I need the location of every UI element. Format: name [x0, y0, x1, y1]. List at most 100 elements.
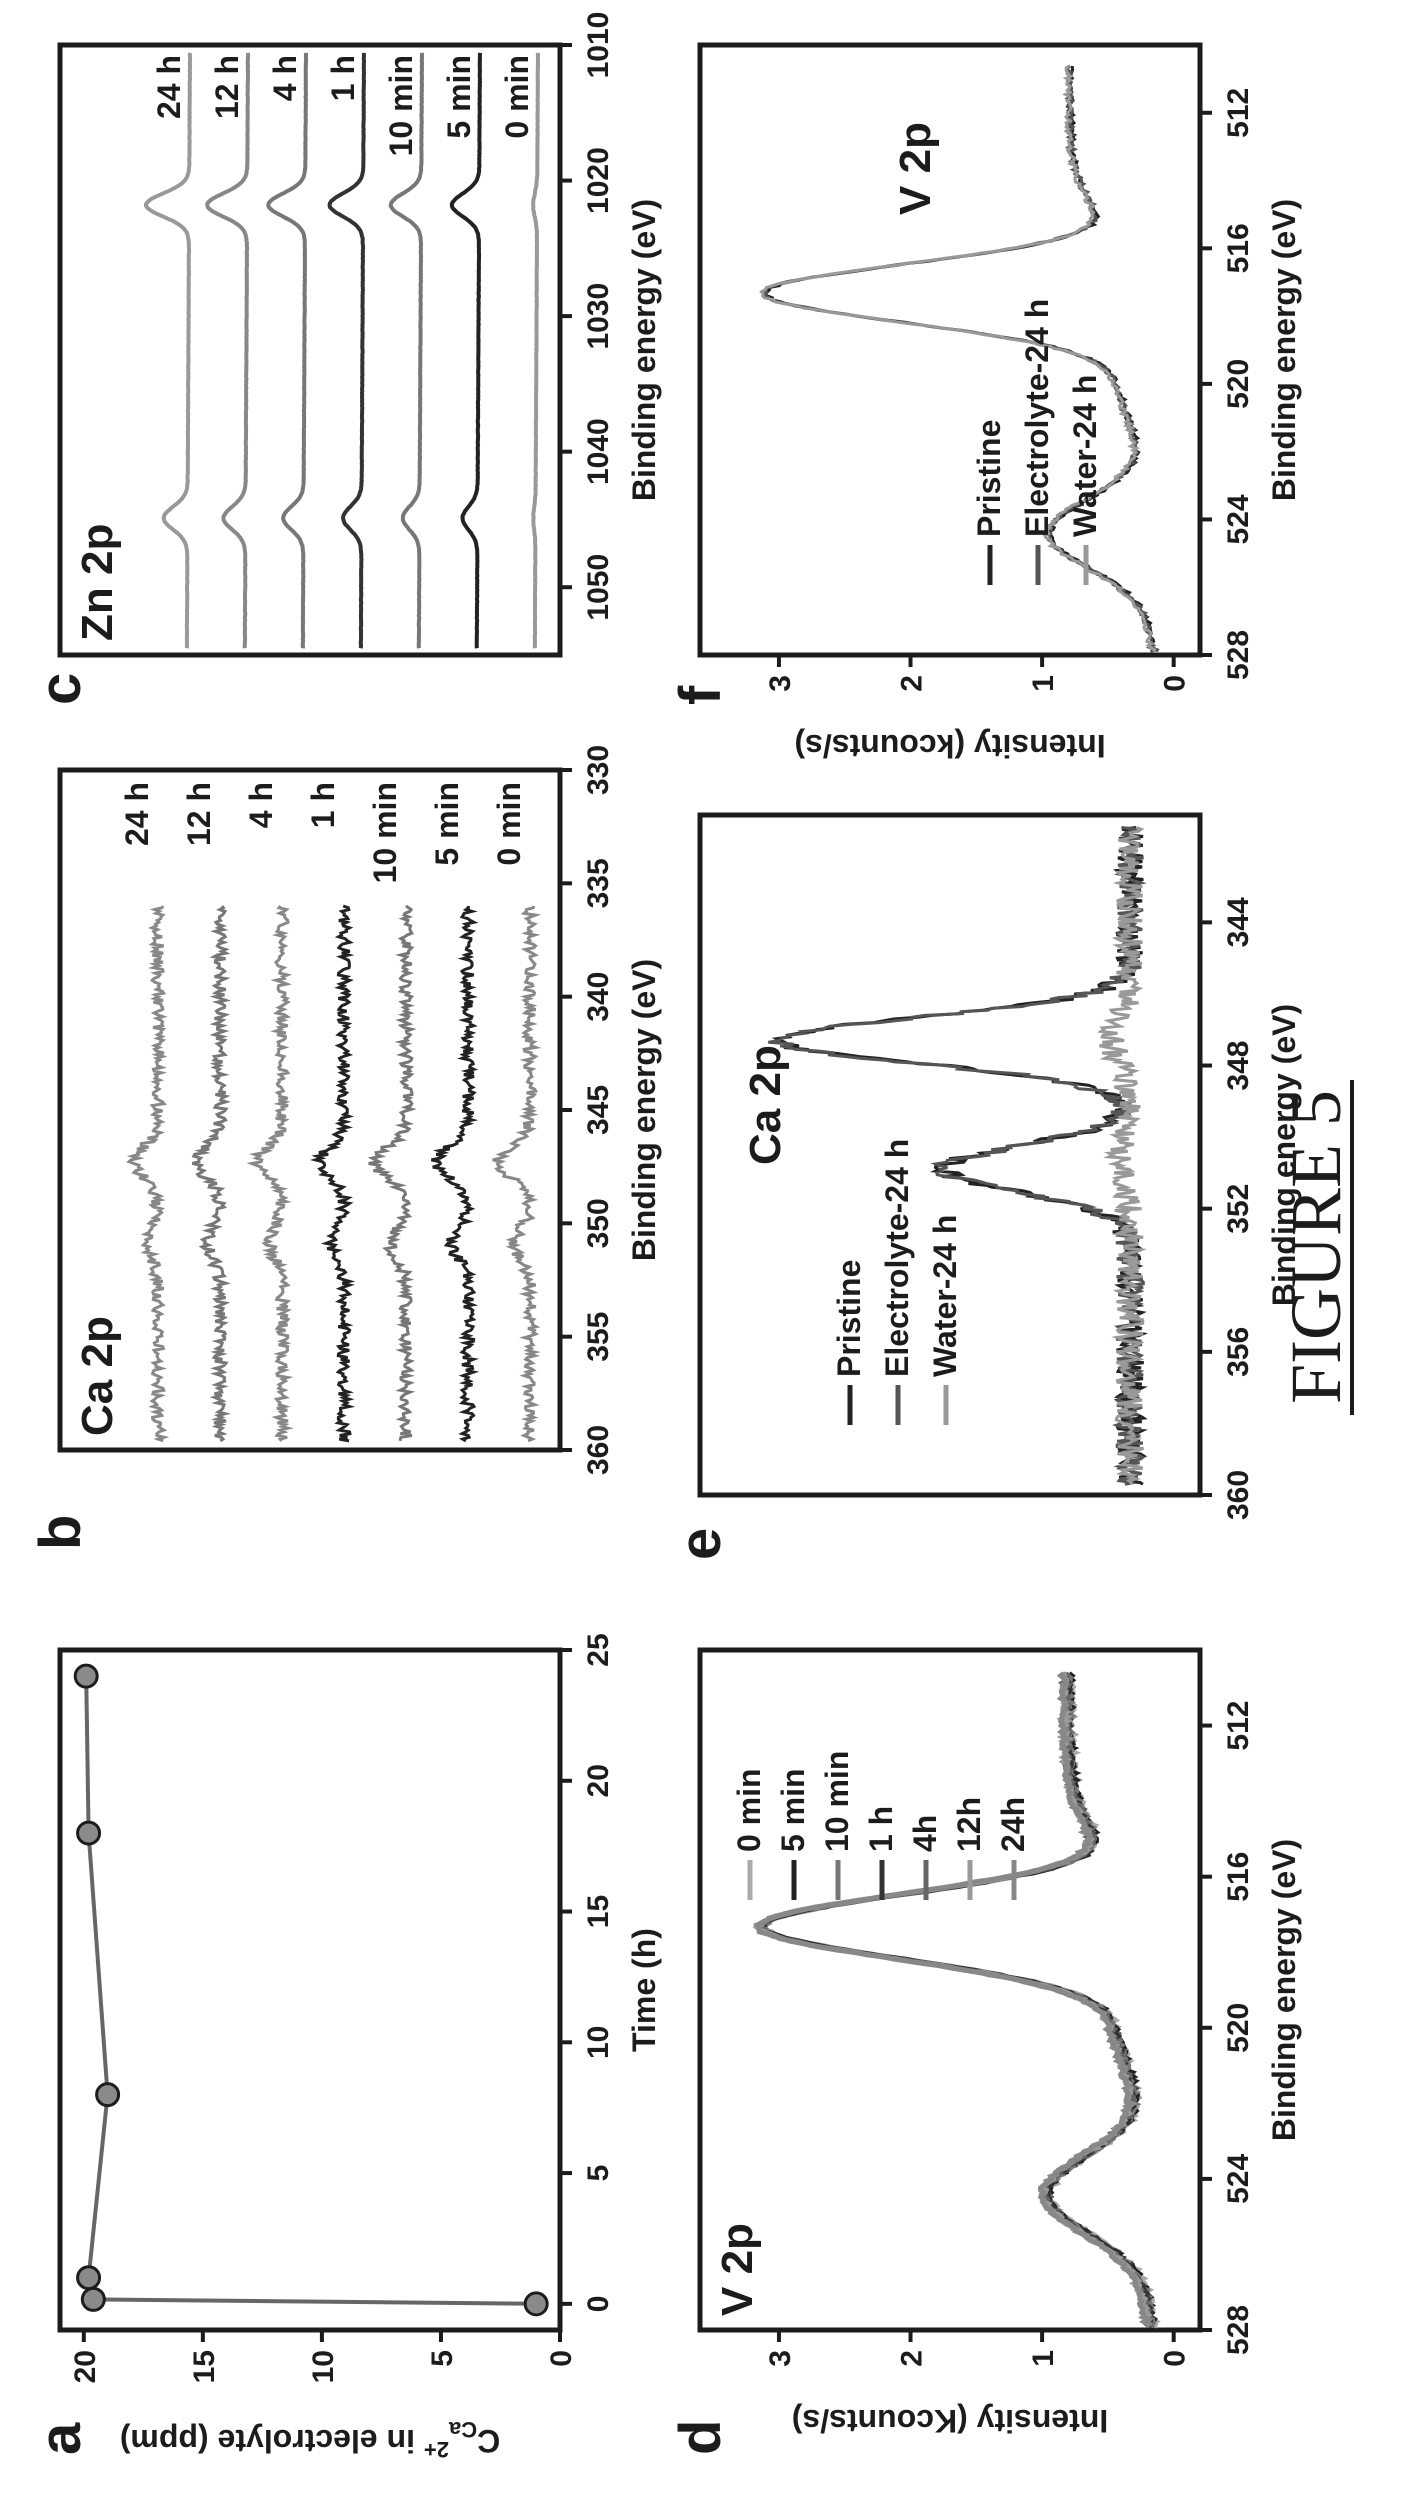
trace-label-c: 4 h	[267, 55, 303, 101]
x-tick-label-b: 335	[582, 858, 615, 908]
x-tick-label-c: 1020	[582, 147, 615, 214]
series-d-6	[753, 1671, 1154, 2327]
y-tick-label-a: 20	[69, 2350, 102, 2383]
trace-label-b: 0 min	[491, 782, 527, 866]
panel-title-e: Ca 2p	[741, 1045, 790, 1165]
x-tick-label-e: 352	[1222, 1184, 1255, 1234]
series-c-2	[388, 52, 425, 649]
legend-label-f: Water-24 h	[1067, 375, 1103, 537]
x-tick-label-d: 520	[1222, 2003, 1255, 2053]
data-point-a	[73, 1663, 99, 1689]
legend-label-d: 12h	[951, 1797, 987, 1852]
x-tick-label-a: 10	[582, 2026, 615, 2059]
y-axis-label-d: Intensity (Kcounts/s)	[792, 2403, 1108, 2439]
series-b-4	[246, 905, 294, 1442]
x-axis-label-d: Binding energy (eV)	[1266, 1839, 1302, 2141]
y-tick-label-d: 2	[896, 2350, 929, 2367]
trace-label-b: 5 min	[429, 782, 465, 866]
x-tick-label-d: 512	[1222, 1701, 1255, 1751]
data-point-a	[76, 1820, 102, 1846]
x-tick-label-d: 524	[1222, 2154, 1255, 2204]
x-tick-label-f: 512	[1222, 88, 1255, 138]
panel-d: d 528 524 520 516 512 Binding energy (eV) 0 1 2 3 I…	[668, 1647, 1302, 2455]
x-tick-label-b: 340	[582, 972, 615, 1022]
x-tick-label-f: 528	[1222, 630, 1255, 680]
series-c-5	[205, 52, 251, 649]
y-tick-label-d: 3	[764, 2350, 797, 2367]
series-e-2	[1096, 826, 1147, 1485]
trace-label-b: 12 h	[181, 782, 217, 846]
panel-letter-e: e	[668, 1528, 733, 1560]
x-tick-label-e: 360	[1222, 1470, 1255, 1520]
panel-letter-d: d	[668, 2420, 733, 2455]
series-c-3	[327, 52, 367, 649]
y-tick-label-f: 2	[896, 675, 929, 692]
y-tick-label-f: 1	[1027, 675, 1060, 692]
trace-label-b: 1 h	[305, 782, 341, 828]
series-f-1	[762, 64, 1161, 654]
x-tick-label-a: 20	[582, 1764, 615, 1797]
panel-e: e 360 356 352 348 344 Binding energy (eV) Ca 2p…	[668, 812, 1302, 1560]
panel-letter-b: b	[28, 1515, 93, 1550]
plot-frame-b	[57, 767, 563, 1453]
trace-label-b: 4 h	[243, 782, 279, 828]
legend-label-e: Pristine	[831, 1260, 867, 1377]
x-tick-label-b: 350	[582, 1198, 615, 1248]
series-b-0	[492, 905, 542, 1443]
panel-c: c 1050 1040 1030 1020 1010 Binding energy (eV)…	[28, 12, 662, 705]
panel-title-f: V 2p	[891, 122, 940, 215]
figure-caption: FIGURE 5	[1276, 1090, 1356, 1404]
y-tick-label-d: 0	[1159, 2350, 1192, 2367]
legend-label-f: Pristine	[971, 420, 1007, 537]
series-b-5	[191, 905, 232, 1443]
data-point-a	[523, 2291, 549, 2317]
x-axis-label-c: Binding energy (eV)	[626, 199, 662, 501]
y-axis-label-a: CCa 2+ in electrolyte (ppm)	[120, 2417, 500, 2462]
legend-label-e: Electrolyte-24 h	[879, 1139, 915, 1377]
legend-label-d: 4h	[907, 1815, 943, 1852]
x-tick-label-e: 356	[1222, 1327, 1255, 1377]
x-tick-label-c: 1030	[582, 283, 615, 350]
x-tick-label-a: 5	[582, 2165, 615, 2182]
data-point-a	[80, 2286, 106, 2312]
x-tick-label-a: 0	[582, 2296, 615, 2313]
x-axis-label-b: Binding energy (eV)	[626, 959, 662, 1261]
x-tick-label-b: 345	[582, 1085, 615, 1135]
legend-label-d: 1 h	[863, 1806, 899, 1852]
panel-title-d: V 2p	[713, 2223, 762, 2316]
series-line-a	[84, 1676, 537, 2306]
series-e-1	[768, 826, 1147, 1486]
plot-frame-d	[697, 1647, 1203, 2333]
x-tick-label-c: 1010	[582, 12, 615, 79]
series-c-4	[266, 52, 309, 649]
series-f-0	[762, 65, 1159, 652]
x-tick-label-f: 524	[1222, 494, 1255, 544]
panel-letter-f: f	[668, 685, 733, 705]
x-tick-label-a: 15	[582, 1895, 615, 1928]
x-tick-label-e: 348	[1222, 1040, 1255, 1090]
panel-b: b 360 355 350 345 340 335 330 Binding energy (eV…	[28, 745, 662, 1550]
trace-label-c: 10 min	[383, 55, 419, 156]
trace-label-b: 24 h	[119, 782, 155, 846]
trace-label-c: 1 h	[325, 55, 361, 101]
trace-label-c: 5 min	[441, 55, 477, 139]
plot-frame-c	[57, 42, 563, 658]
x-tick-label-a: 25	[582, 1633, 615, 1666]
legend-label-f: Electrolyte-24 h	[1019, 299, 1055, 537]
x-tick-label-e: 344	[1222, 897, 1255, 947]
data-point-a	[95, 2082, 121, 2108]
x-tick-label-f: 520	[1222, 359, 1255, 409]
trace-label-c: 0 min	[499, 55, 535, 139]
series-c-6	[144, 52, 193, 649]
plot-frame-f	[697, 42, 1203, 658]
series-b-3	[309, 904, 356, 1443]
legend-label-d: 24h	[995, 1797, 1031, 1852]
x-axis-label-f: Binding energy (eV)	[1266, 199, 1302, 501]
x-tick-label-c: 1040	[582, 418, 615, 485]
y-tick-label-a: 15	[188, 2350, 221, 2383]
panel-title-c: Zn 2p	[73, 524, 122, 641]
y-tick-label-f: 3	[764, 675, 797, 692]
x-tick-label-b: 355	[582, 1312, 615, 1362]
trace-label-c: 12 h	[209, 55, 245, 119]
